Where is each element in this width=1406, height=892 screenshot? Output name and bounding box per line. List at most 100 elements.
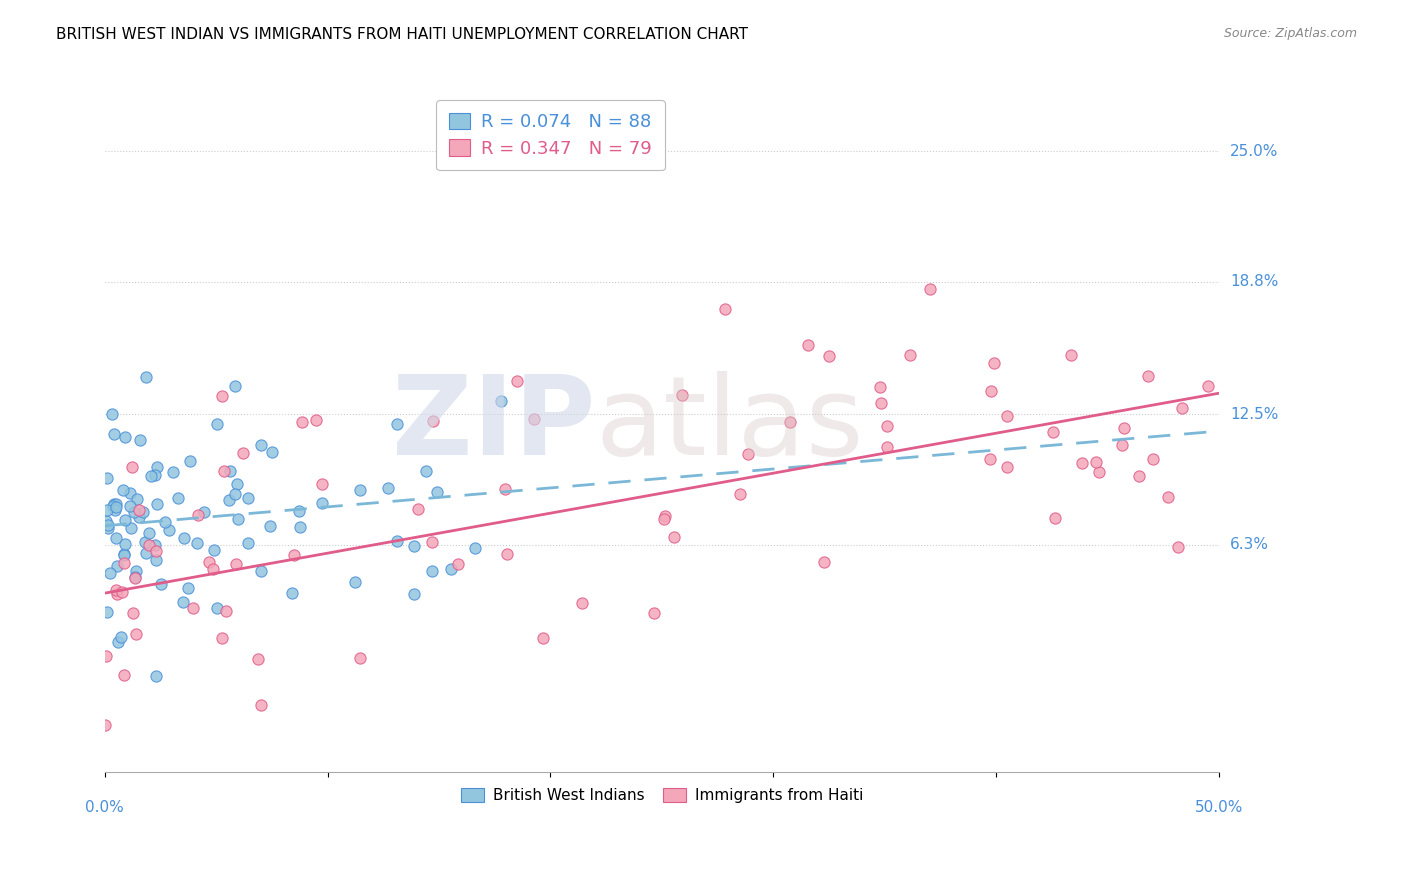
Point	[1128, 469, 1150, 483]
Point	[179, 454, 201, 468]
Point	[120, 499, 142, 513]
Text: BRITISH WEST INDIAN VS IMMIGRANTS FROM HAITI UNEMPLOYMENT CORRELATION CHART: BRITISH WEST INDIAN VS IMMIGRANTS FROM H…	[56, 27, 748, 42]
Point	[120, 521, 142, 535]
Point	[420, 535, 443, 549]
Point	[138, 538, 160, 552]
Point	[1114, 420, 1136, 434]
Point	[1060, 347, 1083, 361]
Point	[496, 547, 519, 561]
Point	[1087, 465, 1109, 479]
Point	[983, 356, 1005, 370]
Point	[654, 509, 676, 524]
Point	[207, 600, 229, 615]
Point	[870, 396, 893, 410]
Point	[250, 438, 273, 452]
Point	[125, 627, 148, 641]
Point	[818, 349, 841, 363]
Point	[377, 481, 399, 495]
Point	[167, 491, 190, 506]
Point	[114, 430, 136, 444]
Point	[186, 535, 208, 549]
Point	[643, 607, 665, 621]
Point	[494, 482, 516, 496]
Point	[138, 526, 160, 541]
Point	[128, 503, 150, 517]
Point	[571, 596, 593, 610]
Point	[813, 555, 835, 569]
Point	[420, 564, 443, 578]
Point	[1167, 541, 1189, 555]
Point	[101, 407, 124, 421]
Point	[291, 415, 314, 429]
Point	[995, 460, 1018, 475]
Point	[94, 648, 117, 663]
Point	[105, 559, 128, 574]
Point	[112, 667, 135, 681]
Point	[129, 433, 152, 447]
Point	[172, 595, 194, 609]
Point	[238, 491, 260, 506]
Point	[114, 514, 136, 528]
Point	[249, 698, 271, 712]
Point	[262, 445, 284, 459]
Point	[122, 606, 145, 620]
Point	[225, 557, 247, 571]
Point	[111, 584, 134, 599]
Point	[120, 486, 142, 500]
Point	[135, 370, 157, 384]
Point	[135, 546, 157, 560]
Point	[387, 534, 409, 549]
Point	[236, 536, 259, 550]
Point	[145, 467, 167, 482]
Point	[671, 388, 693, 402]
Point	[1071, 456, 1094, 470]
Point	[162, 465, 184, 479]
Point	[211, 631, 233, 645]
Point	[652, 512, 675, 526]
Point	[349, 483, 371, 498]
Point	[104, 531, 127, 545]
Point	[1171, 401, 1194, 415]
Point	[104, 502, 127, 516]
Point	[193, 505, 215, 519]
Point	[212, 464, 235, 478]
Point	[103, 497, 125, 511]
Point	[94, 718, 117, 732]
Point	[281, 586, 304, 600]
Point	[426, 484, 449, 499]
Point	[150, 576, 173, 591]
Point	[1157, 490, 1180, 504]
Point	[311, 496, 333, 510]
Point	[440, 562, 463, 576]
Text: 0.0%: 0.0%	[86, 800, 124, 815]
Point	[112, 547, 135, 561]
Text: 50.0%: 50.0%	[1195, 800, 1243, 815]
Point	[157, 523, 180, 537]
Point	[1142, 451, 1164, 466]
Point	[128, 510, 150, 524]
Point	[406, 502, 429, 516]
Point	[404, 539, 426, 553]
Point	[1085, 454, 1108, 468]
Point	[114, 537, 136, 551]
Point	[101, 499, 124, 513]
Point	[1045, 511, 1067, 525]
Point	[97, 518, 120, 533]
Point	[96, 503, 118, 517]
Point	[1042, 425, 1064, 440]
Point	[183, 600, 205, 615]
Text: 6.3%: 6.3%	[1230, 537, 1270, 552]
Point	[283, 548, 305, 562]
Point	[249, 564, 271, 578]
Point	[311, 477, 333, 491]
Point	[728, 487, 751, 501]
Point	[304, 412, 326, 426]
Point	[869, 380, 891, 394]
Point	[737, 447, 759, 461]
Point	[97, 521, 120, 535]
Point	[173, 531, 195, 545]
Point	[415, 464, 437, 478]
Point	[211, 389, 233, 403]
Point	[1111, 438, 1133, 452]
Point	[779, 416, 801, 430]
